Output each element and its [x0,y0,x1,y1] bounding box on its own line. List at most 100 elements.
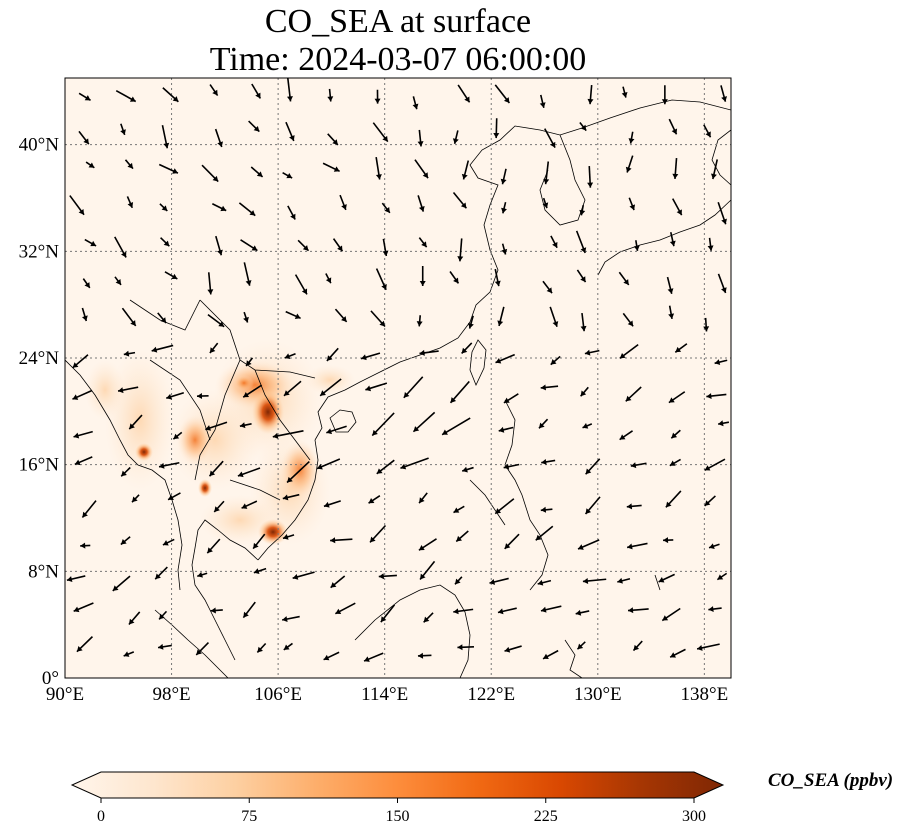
wind-arrow [292,571,315,580]
wind-arrow [73,602,94,613]
wind-arrow [211,203,227,212]
wind-arrow [622,312,634,327]
latitude-tick-label: 32°N [19,241,60,262]
wind-arrow [417,652,432,659]
wind-arrow [587,166,594,188]
wind-arrow [668,118,678,135]
wind-arrow [441,417,471,436]
wind-arrow [245,357,254,367]
wind-arrow [285,310,301,320]
wind-arrow [283,380,302,397]
wind-arrow [585,458,601,475]
wind-arrow [504,533,520,550]
wind-arrow [334,602,356,615]
wind-arrow [375,268,387,291]
wind-arrow [628,197,636,211]
wind-arrow [461,160,470,180]
wind-arrow [452,130,459,144]
wind-arrow [239,422,252,429]
wind-arrow [251,83,262,99]
wind-arrow [618,271,630,286]
wind-arrow [580,386,589,397]
wind-arrow [576,269,587,283]
map-gridlines [65,78,731,678]
wind-arrow [382,238,389,257]
wind-arrow [497,306,505,327]
concentration-field [85,340,355,545]
wind-arrow [85,161,95,169]
wind-arrow [332,238,344,252]
wind-arrow [630,462,647,469]
wind-arrow [540,384,559,391]
wind-arrow [123,350,136,357]
wind-arrow [131,494,140,503]
wind-arrow [378,573,397,580]
wind-arrow [575,230,587,254]
wind-arrow [412,411,436,433]
wind-arrow [128,611,141,625]
wind-arrow [240,239,258,252]
wind-arrow [625,155,634,173]
wind-arrow [661,607,681,622]
wind-arrow [114,236,127,258]
wind-arrow [297,239,310,252]
wind-arrow [114,276,122,286]
wind-arrow [625,386,642,402]
wind-arrow [543,161,550,185]
wind-arrow [455,530,469,543]
wind-arrow [237,467,261,478]
colorbar-tick-label: 75 [241,808,257,825]
longitude-tick-label: 98°E [152,684,190,705]
wind-arrow [577,539,600,550]
wind-arrow [213,500,225,513]
wind-arrow [242,384,263,398]
wind-arrow [197,571,208,578]
wind-arrow [368,495,381,504]
wind-arrow [326,347,339,362]
wind-arrow [504,645,522,653]
latitude-tick-label: 24°N [19,348,60,369]
wind-arrow [582,423,593,429]
wind-arrow [282,493,300,501]
wind-arrow [449,271,460,284]
wind-arrow [717,202,727,225]
wind-arrow [663,537,674,544]
wind-vectors [66,78,730,662]
wind-arrow [537,579,552,586]
wind-arrow [78,130,90,145]
wind-arrow [704,458,726,471]
wind-arrow [542,649,559,660]
latitude-tick-label: 8°N [28,561,59,582]
wind-arrow [326,425,347,435]
wind-arrow [157,643,172,650]
wind-arrow [540,605,562,613]
wind-arrow [323,500,341,508]
wind-arrow [672,157,679,179]
wind-arrow [669,232,676,247]
wind-arrow [498,426,514,433]
wind-arrow [414,159,429,179]
wind-arrow [158,610,168,620]
wind-arrow [376,459,395,475]
wind-arrow [716,572,728,581]
wind-arrow [370,310,386,328]
colorbar-ticks: 0 75 150 225 300 [97,798,706,825]
wind-arrow [703,317,710,332]
wind-arrow [535,525,554,541]
wind-arrow [412,96,419,110]
wind-arrow [417,195,425,212]
wind-arrow [115,89,137,103]
wind-arrow [538,418,549,429]
wind-arrow [319,378,342,397]
wind-arrow [579,204,586,216]
wind-arrow [494,84,511,104]
wind-arrow [453,505,465,514]
colorbar-bar [70,771,725,799]
wind-arrow [316,458,341,470]
wind-arrow [696,643,720,651]
wind-arrow [720,85,728,102]
wind-arrow [542,280,553,294]
wind-arrow [167,492,181,501]
wind-arrow [339,194,347,211]
wind-arrow [711,159,719,180]
